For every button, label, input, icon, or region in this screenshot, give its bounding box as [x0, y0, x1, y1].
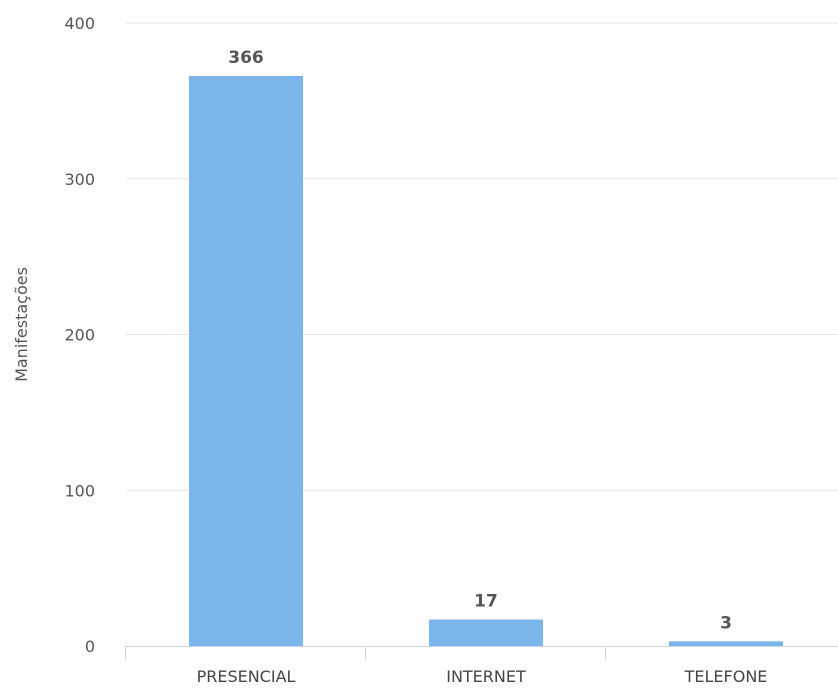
y-tick-label: 100 — [64, 481, 95, 500]
y-tick-label: 0 — [85, 637, 95, 656]
data-label: 366 — [228, 48, 264, 68]
y-tick-label: 200 — [64, 326, 95, 345]
x-category-label: TELEFONE — [684, 667, 768, 686]
bar — [429, 619, 543, 646]
data-label: 3 — [720, 613, 732, 633]
y-tick-label: 400 — [64, 14, 95, 33]
y-tick-label: 300 — [64, 170, 95, 189]
y-axis-tick-labels: 0 100 200 300 400 — [64, 14, 95, 656]
x-category-label: PRESENCIAL — [197, 667, 296, 686]
x-axis-ticks — [125, 646, 606, 660]
data-label: 17 — [474, 592, 498, 612]
bar — [669, 641, 783, 646]
y-axis-title: Manifestações — [12, 267, 31, 382]
bar — [189, 75, 303, 646]
bars — [189, 75, 783, 646]
data-labels: 366 17 3 — [228, 48, 732, 633]
x-category-label: INTERNET — [446, 667, 526, 686]
x-axis-category-labels: PRESENCIAL INTERNET TELEFONE — [197, 667, 768, 686]
